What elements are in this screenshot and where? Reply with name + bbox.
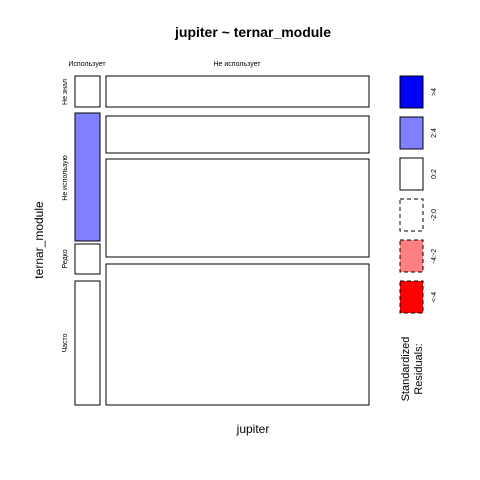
mosaic-cell-7: [105, 263, 370, 406]
legend-swatch-1: [399, 116, 424, 150]
chart-title: jupiter ~ ternar_module: [174, 24, 331, 40]
mosaic-cells: [74, 75, 370, 406]
legend-label-5: <-4: [431, 292, 438, 302]
mosaic-cell-1: [74, 112, 101, 242]
mosaic-cell-3: [74, 280, 101, 406]
y-category-label-0: Не знал: [62, 79, 69, 105]
legend-label-4: -4:-2: [431, 249, 438, 264]
y-category-label-1: Не использую: [62, 155, 69, 200]
mosaic-cell-6: [105, 158, 370, 258]
mosaic-cell-4: [105, 75, 370, 108]
x-category-label-0: Использует: [68, 61, 106, 68]
y-category-label-2: Редко: [62, 249, 69, 268]
legend-label-3: -2:0: [431, 209, 438, 221]
mosaic-cell-0: [74, 75, 101, 108]
y-category-label-3: Часто: [62, 333, 69, 352]
legend-swatch-5: [399, 280, 424, 314]
legend-title-line-2: Residuals:: [413, 343, 425, 394]
legend-swatch-2: [399, 157, 424, 191]
legend: >4 2:4 0:2 -2:0 -4:-2 <-4: [399, 75, 438, 314]
y-axis-label: ternar_module: [32, 201, 46, 279]
mosaic-cell-2: [74, 243, 101, 275]
legend-label-2: 0:2: [431, 169, 438, 179]
x-category-label-1: Не использует: [214, 61, 262, 68]
legend-label-1: 2:4: [431, 128, 438, 138]
legend-swatch-0: [399, 75, 424, 109]
legend-swatch-4: [399, 239, 424, 273]
legend-title-line-1: Standardized: [400, 337, 412, 402]
legend-swatch-3: [399, 198, 424, 232]
legend-label-0: >4: [431, 88, 438, 96]
mosaic-cell-5: [105, 115, 370, 154]
x-axis-label: jupiter: [236, 422, 270, 436]
